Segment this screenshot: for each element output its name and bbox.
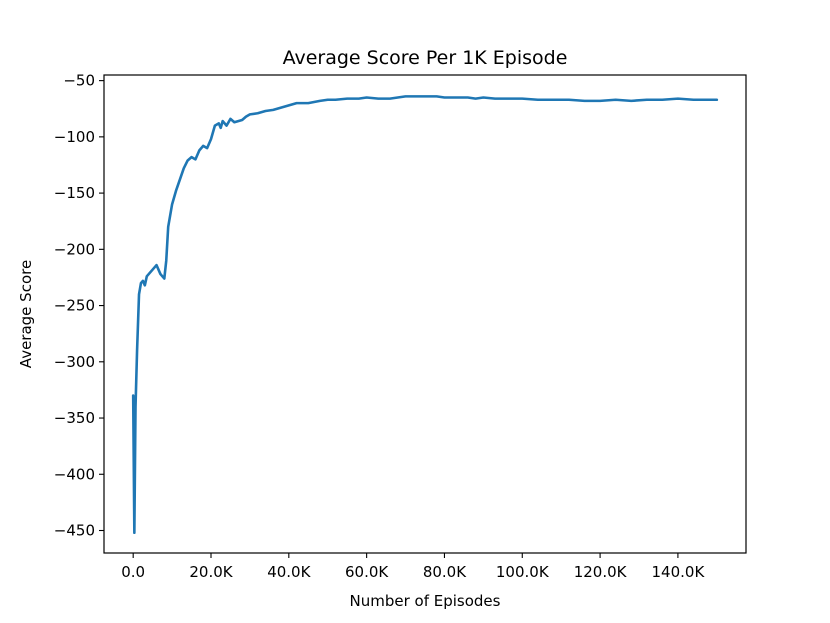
y-tick-label: −50: [63, 72, 95, 90]
x-tick-label: 40.0K: [267, 563, 311, 581]
y-tick-label: −250: [54, 297, 95, 315]
y-tick-label: −450: [54, 522, 95, 540]
x-tick-label: 0.0: [121, 563, 145, 581]
x-tick-label: 100.0K: [496, 563, 550, 581]
x-axis: 0.0 20.0K 40.0K 60.0K 80.0K 100.0K 120.0K 140.0…: [121, 553, 705, 581]
y-tick-label: −100: [54, 128, 95, 146]
y-axis: −450 −400 −350 −300 −250 −200 −150 −100 −50: [54, 72, 104, 540]
chart-title: Average Score Per 1K Episode: [283, 47, 568, 69]
x-tick-label: 120.0K: [574, 563, 628, 581]
plot-area: [103, 74, 747, 554]
y-tick-label: −350: [54, 409, 95, 427]
x-tick-label: 140.0K: [652, 563, 706, 581]
y-tick-label: −150: [54, 184, 95, 202]
x-tick-label: 60.0K: [345, 563, 389, 581]
y-axis-label: Average Score: [17, 260, 35, 368]
series-line: [131, 95, 719, 535]
x-axis-label: Number of Episodes: [350, 592, 501, 610]
plot-frame: [103, 74, 747, 554]
y-tick-label: −400: [54, 465, 95, 483]
x-tick-label: 80.0K: [423, 563, 467, 581]
x-tick-label: 20.0K: [189, 563, 233, 581]
y-tick-label: −300: [54, 353, 95, 371]
y-tick-label: −200: [54, 240, 95, 258]
